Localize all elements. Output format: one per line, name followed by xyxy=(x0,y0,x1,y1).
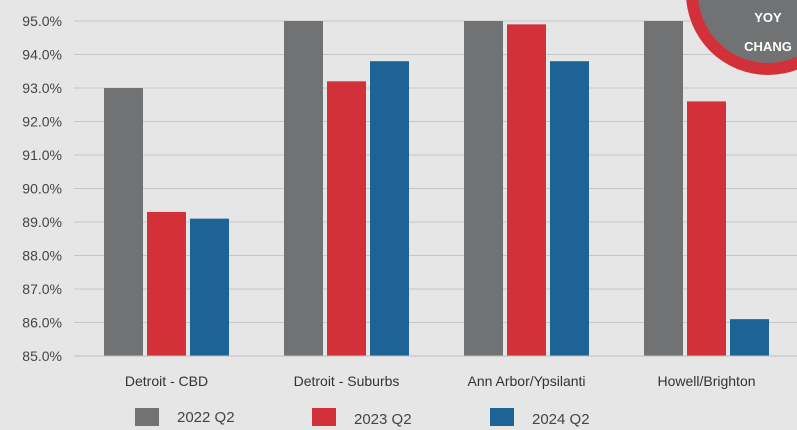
bar xyxy=(730,319,769,356)
y-tick-label: 92.0% xyxy=(22,114,62,130)
bar xyxy=(104,88,143,356)
y-axis: 85.0% 86.0% 87.0% 88.0% 89.0% 90.0% 91.0% 92.0%… xyxy=(22,13,62,364)
x-tick-label: Detroit - Suburbs xyxy=(294,373,400,389)
badge-line-1: YOY xyxy=(754,10,782,25)
yoy-change-badge: YOY CHANG xyxy=(686,0,797,75)
bar xyxy=(507,24,546,356)
bar xyxy=(550,61,589,356)
x-tick-label: Detroit - CBD xyxy=(125,373,208,389)
y-tick-label: 93.0% xyxy=(22,80,62,96)
y-tick-label: 89.0% xyxy=(22,214,62,230)
x-tick-label: Ann Arbor/Ypsilanti xyxy=(467,373,585,389)
legend-swatch xyxy=(312,408,336,426)
y-tick-label: 85.0% xyxy=(22,348,62,364)
bar xyxy=(464,21,503,356)
x-axis: Detroit - CBD Detroit - Suburbs Ann Arbor/… xyxy=(125,373,756,389)
badge-line-2: CHANG xyxy=(744,39,792,54)
bar xyxy=(190,219,229,356)
bar xyxy=(327,81,366,356)
y-tick-label: 94.0% xyxy=(22,47,62,63)
bar xyxy=(147,212,186,356)
y-tick-label: 86.0% xyxy=(22,315,62,331)
legend-label: 2024 Q2 xyxy=(532,411,590,428)
bar xyxy=(370,61,409,356)
legend: 2022 Q2 2023 Q2 2024 Q2 xyxy=(135,408,590,428)
bar xyxy=(644,21,683,356)
legend-swatch xyxy=(490,408,514,426)
y-tick-label: 90.0% xyxy=(22,181,62,197)
y-tick-label: 95.0% xyxy=(22,13,62,29)
legend-label: 2022 Q2 xyxy=(177,409,235,426)
x-tick-label: Howell/Brighton xyxy=(657,373,755,389)
legend-label: 2023 Q2 xyxy=(354,411,412,428)
y-tick-label: 87.0% xyxy=(22,281,62,297)
legend-swatch xyxy=(135,408,159,426)
bar xyxy=(687,101,726,356)
bar xyxy=(284,21,323,356)
y-tick-label: 88.0% xyxy=(22,248,62,264)
y-tick-label: 91.0% xyxy=(22,147,62,163)
